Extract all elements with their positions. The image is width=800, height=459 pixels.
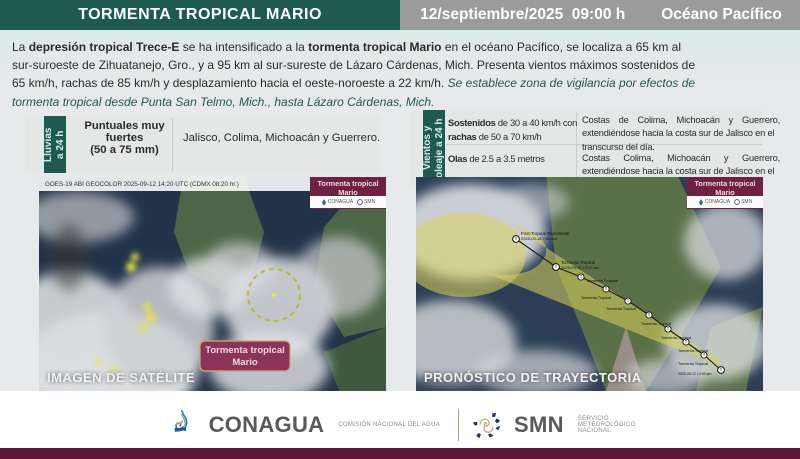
svg-text:Tormenta Tropical: Tormenta Tropical [678,349,708,353]
svg-text:Tormenta Tropical: Tormenta Tropical [678,362,708,366]
svg-text:T: T [648,313,650,317]
svg-text:Tormenta Tropical: Tormenta Tropical [586,278,618,283]
svg-text:Tormenta Tropical: Tormenta Tropical [581,296,611,300]
svg-text:T: T [685,340,687,344]
svg-text:T: T [580,275,582,279]
svg-text:2025-09-16 7:00 am: 2025-09-16 7:00 am [521,236,558,241]
svg-text:2025-09-12 14:00 pm: 2025-09-12 14:00 pm [678,372,712,376]
svg-text:Tormenta tropical: Tormenta tropical [205,345,285,356]
svg-text:T: T [627,299,629,303]
svg-text:Tormenta Tropical: Tormenta Tropical [641,322,671,326]
svg-text:Tormenta Tropical: Tormenta Tropical [661,336,691,340]
svg-text:T: T [703,353,705,357]
svg-text:2025-09-15 19:00 pm: 2025-09-15 19:00 pm [561,265,600,270]
svg-text:Tormenta Tropical: Tormenta Tropical [606,307,636,311]
svg-text:T: T [667,327,669,331]
svg-text:T: T [605,287,607,291]
svg-text:Mario: Mario [232,357,258,368]
